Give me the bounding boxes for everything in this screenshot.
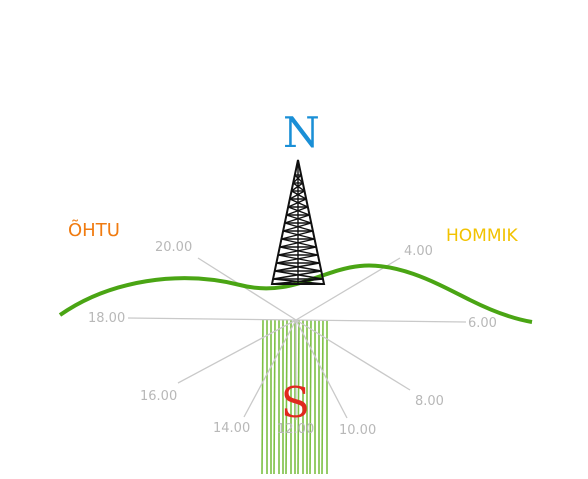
hour-line-8 <box>295 319 411 391</box>
hour-label-20: 20.00 <box>155 240 192 255</box>
south-shadow-bars <box>261 319 328 475</box>
hour-line-16 <box>177 319 297 384</box>
hour-line-10 <box>295 319 348 419</box>
hour-line-14 <box>243 319 297 418</box>
hour-label-16: 16.00 <box>140 389 177 404</box>
evening-label: ÕHTU <box>68 219 120 241</box>
north-label: N <box>283 108 320 157</box>
morning-label: HOMMIK <box>446 226 519 246</box>
horizon-curve <box>58 263 533 324</box>
hour-label-10: 10.00 <box>339 423 376 438</box>
south-bar <box>261 319 264 475</box>
hour-label-6: 6.00 <box>468 316 497 331</box>
south-bar <box>321 319 324 475</box>
hour-label-8: 8.00 <box>415 394 444 409</box>
tower-icon <box>270 159 326 285</box>
south-bar <box>309 319 312 475</box>
south-bar <box>273 319 276 475</box>
hour-label-4: 4.00 <box>404 244 433 259</box>
hour-lines <box>127 257 467 420</box>
hour-line-20 <box>197 257 297 321</box>
south-bar <box>285 319 288 475</box>
hour-label-12: 12.00 <box>277 422 314 437</box>
hour-label-18: 18.00 <box>88 311 125 326</box>
south-label: S <box>281 378 310 427</box>
hour-label-14: 14.00 <box>213 421 250 436</box>
south-bar <box>297 319 300 475</box>
